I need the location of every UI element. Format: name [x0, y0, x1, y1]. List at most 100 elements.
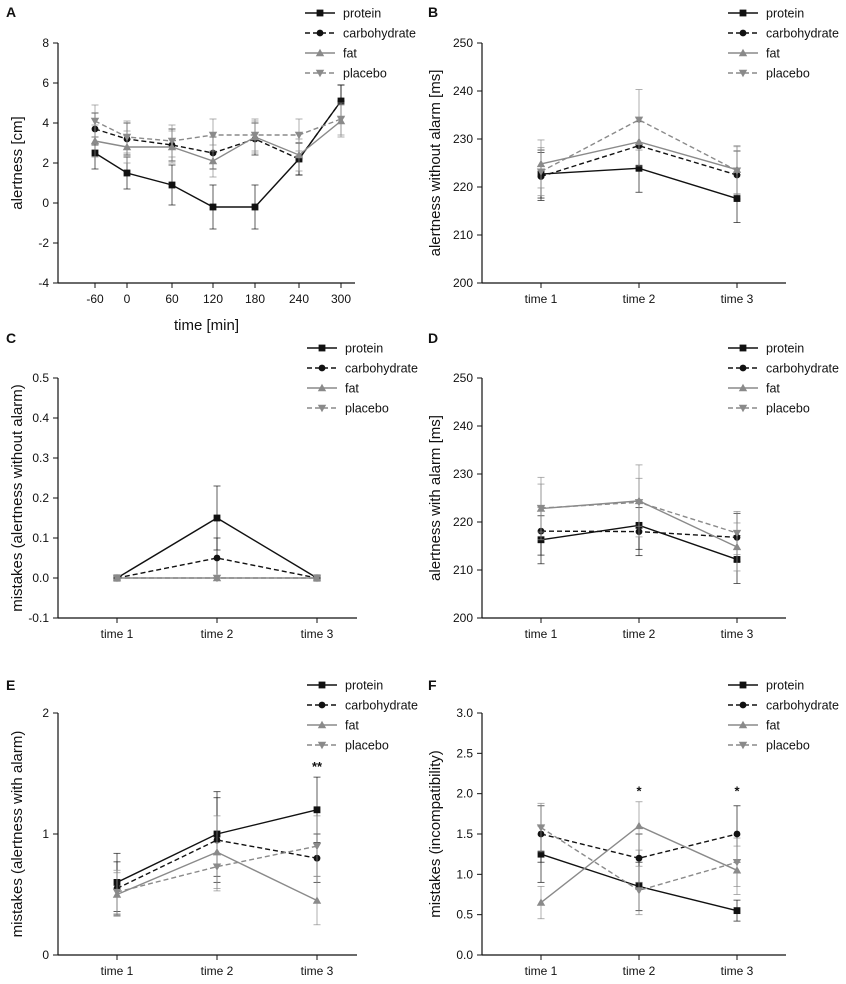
- legend-label: carbohydrate: [766, 27, 839, 41]
- series-line: [94, 100, 342, 208]
- legend-label: fat: [345, 719, 359, 733]
- legend: protein carbohydrate fat placebo: [307, 342, 418, 416]
- legend-marker: [738, 69, 748, 78]
- data-point: [732, 859, 742, 867]
- y-axis-label: mistakes (alertness without alarm): [9, 384, 26, 612]
- legend-label: fat: [766, 47, 780, 61]
- y-tick-label: 6: [42, 76, 49, 90]
- legend: protein carbohydrate fat placebo: [728, 679, 839, 753]
- x-tick-label: time 1: [101, 964, 134, 978]
- data-point: [312, 896, 322, 904]
- data-point: [212, 863, 222, 871]
- y-tick-label: 220: [453, 180, 473, 194]
- x-tick-label: time 3: [301, 627, 334, 641]
- data-point: [536, 898, 546, 906]
- legend-label: fat: [343, 47, 357, 61]
- legend-label: placebo: [343, 67, 387, 81]
- legend-marker: [738, 741, 748, 750]
- y-tick-label: 0.1: [32, 531, 49, 545]
- panel-letter: D: [428, 330, 438, 346]
- data-point: [312, 574, 322, 583]
- legend-label: fat: [766, 719, 780, 733]
- series-line: [116, 845, 318, 893]
- y-tick-label: 210: [453, 228, 473, 242]
- legend-marker: [739, 701, 747, 709]
- panel-c: C -0.1 0.0 0.1 0.2 0.3 0.4 0.5 time 1 time 2 time …: [6, 330, 418, 641]
- panel-letter: C: [6, 330, 16, 346]
- x-tick-label: time 1: [525, 627, 558, 641]
- y-tick-label: 2.0: [456, 787, 473, 801]
- legend-marker: [317, 741, 327, 750]
- y-tick-label: 2.5: [456, 746, 473, 760]
- data-point: [122, 133, 132, 142]
- data-point: [536, 504, 546, 513]
- data-point: [90, 136, 100, 145]
- legend-marker: [317, 404, 327, 413]
- x-tick-label: 0: [124, 292, 131, 306]
- data-point: [732, 529, 742, 538]
- x-tick-label: time 3: [721, 292, 754, 306]
- significance-marker: *: [734, 783, 740, 798]
- data-point: [634, 821, 644, 830]
- y-tick-label: 240: [453, 84, 473, 98]
- data-point: [251, 203, 259, 211]
- data-point: [634, 499, 644, 507]
- legend-label: protein: [766, 679, 804, 693]
- series-line: [540, 119, 738, 173]
- y-axis-label: mistakes (alertness with alarm): [9, 731, 26, 938]
- data-point: [733, 830, 741, 838]
- series-placebo: [112, 815, 322, 915]
- x-tick-label: time 2: [201, 964, 234, 978]
- x-tick-label: time 2: [201, 627, 234, 641]
- data-point: [209, 203, 217, 211]
- significance-marker: *: [636, 783, 642, 798]
- legend-marker: [739, 344, 747, 352]
- y-tick-label: -4: [38, 276, 49, 290]
- data-point: [213, 514, 221, 522]
- legend: protein carbohydrate fat placebo: [307, 679, 418, 753]
- legend-label: placebo: [766, 402, 810, 416]
- panel-b: B 200 210 220 230 240 250 time 1 time 2 time 3 ale…: [427, 4, 839, 306]
- y-tick-label: 0.5: [32, 371, 49, 385]
- legend: protein carbohydrate fat placebo: [728, 7, 839, 81]
- series-placebo: [536, 89, 742, 197]
- series-line: [116, 839, 318, 890]
- y-tick-label: 0.2: [32, 491, 49, 505]
- legend-label: placebo: [766, 739, 810, 753]
- data-point: [732, 167, 742, 175]
- series-placebo: [536, 477, 742, 556]
- y-tick-label: 230: [453, 132, 473, 146]
- series-line: [116, 557, 318, 579]
- x-tick-label: time 1: [525, 292, 558, 306]
- y-tick-label: -0.1: [28, 611, 49, 625]
- y-tick-label: 4: [42, 116, 49, 130]
- y-tick-label: 230: [453, 467, 473, 481]
- series-placebo: [90, 102, 346, 158]
- legend-label: placebo: [345, 402, 389, 416]
- y-tick-label: 0.3: [32, 451, 49, 465]
- x-tick-label: time 1: [101, 627, 134, 641]
- data-point: [167, 137, 177, 146]
- data-point: [90, 117, 100, 126]
- data-point: [313, 806, 321, 814]
- x-tick-label: 180: [245, 292, 265, 306]
- legend-label: fat: [345, 382, 359, 396]
- y-tick-label: 3.0: [456, 706, 473, 720]
- legend-marker: [318, 681, 326, 689]
- x-tick-label: time 2: [623, 964, 656, 978]
- series-line: [94, 118, 342, 142]
- legend-label: placebo: [345, 739, 389, 753]
- legend-marker: [738, 48, 748, 57]
- panel-letter: B: [428, 4, 438, 20]
- y-axis-label: alertness [cm]: [9, 116, 26, 209]
- x-tick-label: time 1: [525, 964, 558, 978]
- legend-marker: [739, 681, 747, 689]
- legend-label: fat: [766, 382, 780, 396]
- legend-marker: [318, 701, 326, 709]
- legend-marker: [315, 69, 325, 78]
- legend-label: carbohydrate: [766, 362, 839, 376]
- data-point: [208, 131, 218, 140]
- y-tick-label: 1.5: [456, 827, 473, 841]
- legend-label: carbohydrate: [343, 27, 416, 41]
- legend-marker: [739, 29, 747, 37]
